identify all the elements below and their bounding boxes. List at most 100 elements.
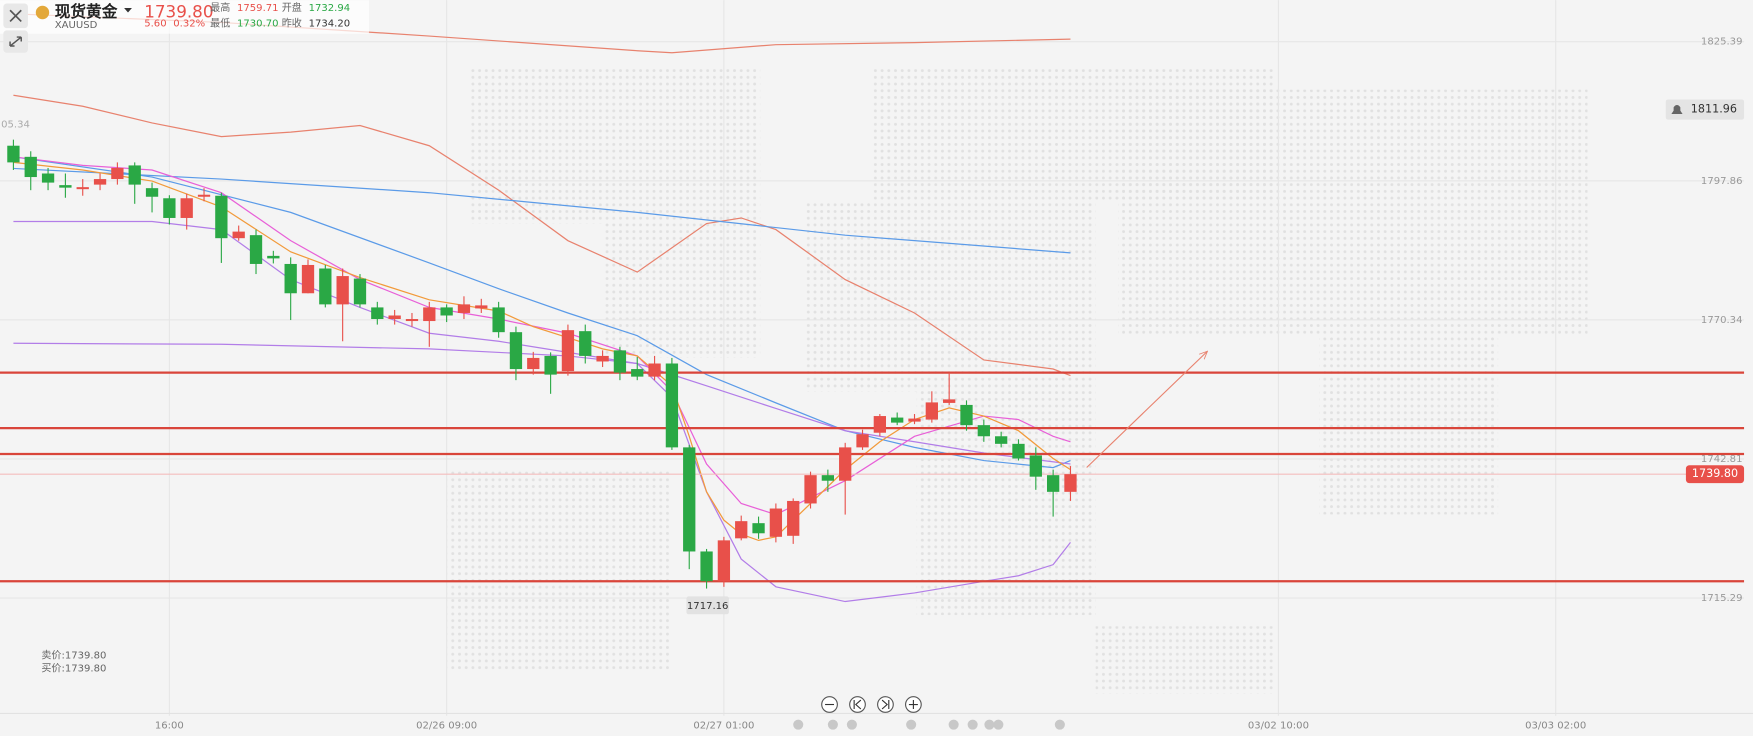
- candle-body: [977, 425, 990, 437]
- change-pct: 0.32%: [173, 19, 205, 30]
- candle-body: [700, 551, 713, 582]
- candle-body: [891, 417, 904, 423]
- edge-price-label: 05.34: [1, 119, 30, 130]
- candle-body: [544, 355, 557, 375]
- candle-body: [24, 156, 37, 178]
- candle-body: [839, 447, 852, 481]
- sell-price: 卖价:1739.80: [41, 649, 106, 661]
- candle-body: [735, 521, 748, 539]
- candle-body: [180, 198, 193, 218]
- zoom-out-button[interactable]: [821, 696, 838, 713]
- candle-body: [267, 255, 280, 259]
- low-label: 最低: [210, 17, 230, 30]
- candle-body: [371, 307, 384, 320]
- alert-bell: [1671, 105, 1683, 115]
- indicator-line: [13, 167, 1071, 254]
- candle-body: [232, 231, 245, 239]
- x-tick-label: 16:00: [155, 721, 184, 732]
- low-marker-box: [686, 596, 729, 615]
- close-button[interactable]: [3, 3, 28, 29]
- low-value: 1730.70: [237, 19, 279, 30]
- candle-body: [59, 185, 72, 188]
- x-tick-label: 03/02 10:00: [1248, 721, 1309, 732]
- zoom-in-button[interactable]: [905, 696, 922, 713]
- candle-body: [319, 268, 332, 305]
- candle-body: [821, 475, 835, 481]
- candle-body: [301, 264, 315, 294]
- candle-body: [1046, 475, 1060, 492]
- last-price-tag-label: 1739.80: [1692, 467, 1738, 480]
- alert-tag-label: 1811.96: [1691, 103, 1737, 116]
- candle-body: [388, 315, 401, 320]
- candle-body: [579, 331, 592, 356]
- indicator-line: [13, 94, 1071, 377]
- open-label: 开盘: [282, 1, 302, 14]
- candle-body: [683, 447, 696, 552]
- candle-body: [215, 195, 228, 239]
- candle-body: [457, 304, 471, 313]
- prev-close-value: 1734.20: [309, 19, 351, 30]
- candle-body: [527, 357, 540, 370]
- candle-body: [492, 307, 505, 333]
- last-price: 1739.80: [144, 1, 213, 21]
- indicator-line: [13, 156, 1071, 469]
- candle-body: [943, 399, 956, 403]
- candle-body: [925, 402, 938, 420]
- candle-body: [93, 179, 107, 185]
- open-value: 1732.94: [309, 3, 351, 14]
- candle-body: [284, 263, 297, 294]
- y-tick-label: 1715.29: [1701, 593, 1743, 604]
- candle-body: [717, 540, 731, 582]
- indicator-line: [13, 342, 1071, 465]
- y-tick-label: 1742.81: [1701, 454, 1743, 465]
- candle-body: [873, 416, 887, 433]
- candle-body: [128, 165, 141, 185]
- candle-body: [509, 332, 523, 370]
- alert-tag: [1665, 99, 1745, 120]
- candle-body: [648, 363, 661, 377]
- candle-body: [405, 319, 419, 322]
- x-tick-label: 02/26 09:00: [416, 721, 477, 732]
- instrument-title: 现货黄金: [55, 2, 118, 21]
- candle-body: [1012, 443, 1025, 459]
- event-markers: [793, 719, 1065, 730]
- candle-body: [908, 418, 921, 422]
- scroll-start-button[interactable]: [849, 696, 866, 713]
- instrument-dropdown[interactable]: [124, 8, 132, 13]
- scroll-end-button[interactable]: [877, 696, 894, 713]
- candle-body: [41, 173, 55, 183]
- high-value: 1759.71: [237, 3, 279, 14]
- candle-body: [1029, 455, 1042, 477]
- low-marker-label: 1717.16: [687, 601, 729, 612]
- candle-body: [249, 235, 263, 264]
- candle-body: [475, 305, 488, 309]
- candle-body: [111, 167, 124, 180]
- candle-body: [613, 350, 627, 373]
- candle-body: [145, 188, 159, 197]
- candle-body: [423, 307, 436, 322]
- candle-body: [631, 369, 644, 377]
- map-background: [447, 67, 1588, 694]
- gold-icon: [35, 5, 50, 20]
- candle-body: [665, 363, 679, 448]
- prev-close-label: 昨收: [282, 17, 302, 30]
- candle-body: [804, 475, 817, 504]
- candle-body: [960, 404, 973, 426]
- candle-body: [596, 355, 609, 362]
- candle-body: [561, 330, 575, 372]
- high-label: 最高: [210, 1, 230, 14]
- x-tick-label: 02/27 01:00: [693, 721, 754, 732]
- candle-body: [752, 523, 765, 534]
- candle-body: [769, 508, 783, 537]
- expand-button[interactable]: [3, 30, 28, 53]
- y-tick-label: 1797.86: [1701, 176, 1743, 187]
- candle-body: [787, 500, 800, 536]
- y-tick-label: 1770.34: [1701, 315, 1743, 326]
- last-price-tag: [1685, 465, 1745, 484]
- candle-body: [1064, 474, 1077, 492]
- trend-arrow: [1086, 351, 1208, 468]
- y-tick-label: 1825.39: [1701, 37, 1743, 48]
- candle-body: [163, 198, 176, 218]
- candle-body: [76, 187, 89, 190]
